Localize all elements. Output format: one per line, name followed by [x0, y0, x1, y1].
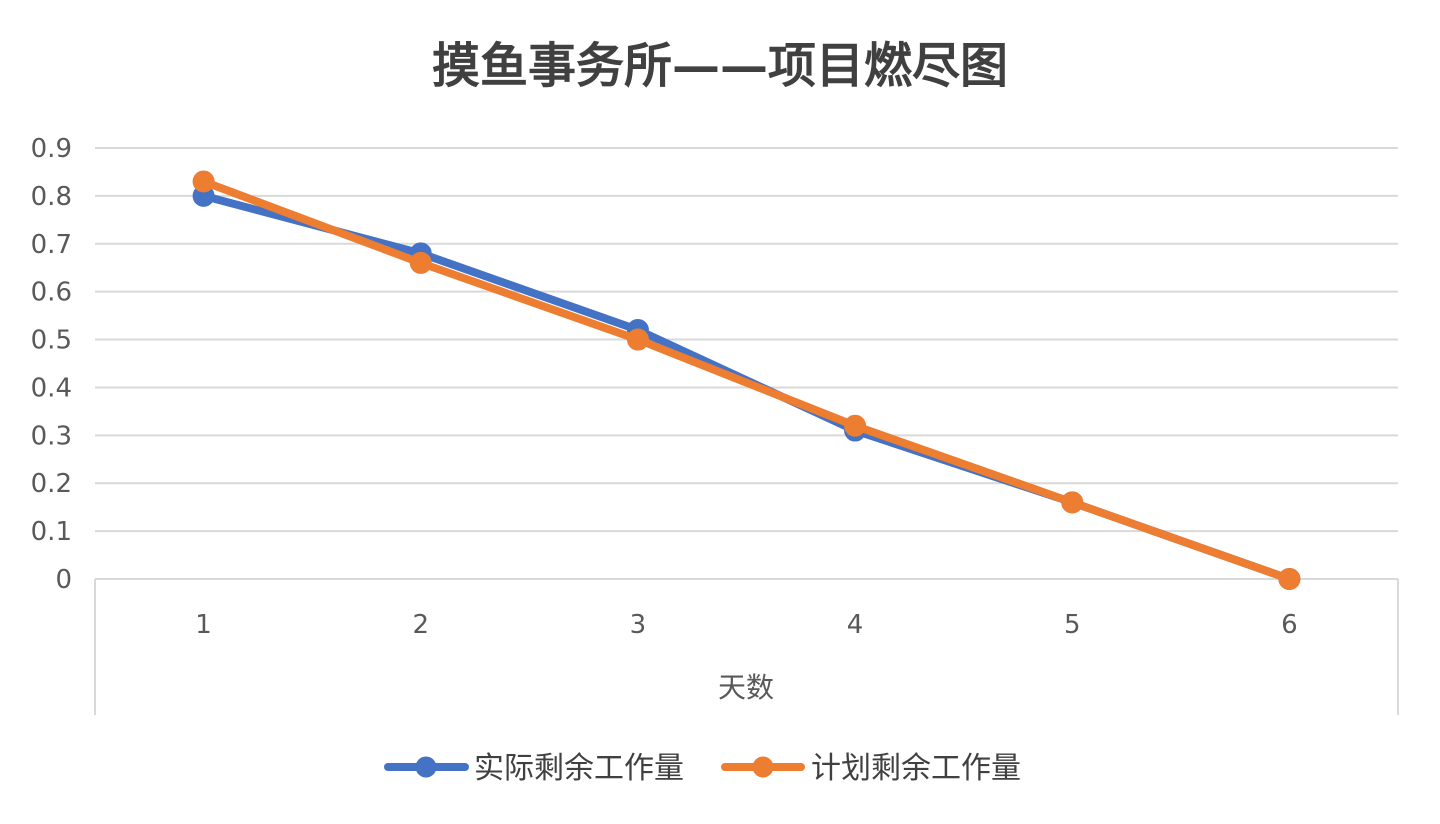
legend: 实际剩余工作量 计划剩余工作量	[384, 751, 1021, 786]
axes	[94, 578, 1399, 715]
x-axis-ticks: 1 2 3 4 5 6	[195, 610, 1297, 640]
legend-swatch-marker	[415, 756, 437, 778]
legend-label: 实际剩余工作量	[474, 751, 684, 786]
series-2	[192, 170, 1301, 590]
series-line	[199, 177, 1294, 583]
x-tick-label: 4	[847, 610, 864, 640]
y-tick-label: 0.3	[31, 421, 72, 451]
data-point	[1278, 568, 1301, 590]
x-tick-label: 5	[1064, 610, 1081, 640]
legend-item: 计划剩余工作量	[721, 751, 1021, 786]
y-axis-ticks: 0 0.1 0.2 0.3 0.4 0.5 0.6 0.7 0.8 0.9	[31, 134, 72, 595]
data-point	[409, 251, 432, 274]
y-tick-label: 0.1	[31, 517, 72, 547]
x-axis-title: 天数	[718, 671, 774, 704]
legend-item: 实际剩余工作量	[384, 751, 684, 786]
x-tick-label: 1	[195, 610, 212, 640]
y-tick-label: 0.9	[31, 134, 72, 164]
series	[192, 170, 1301, 590]
y-tick-label: 0.2	[31, 469, 72, 499]
y-tick-label: 0.8	[31, 182, 72, 212]
gridlines	[95, 147, 1398, 533]
y-tick-label: 0	[55, 565, 72, 595]
x-tick-label: 2	[412, 610, 429, 640]
data-point	[192, 170, 215, 193]
data-point	[844, 414, 867, 437]
y-tick-label: 0.6	[31, 278, 72, 308]
y-tick-label: 0.4	[31, 373, 72, 403]
x-tick-label: 3	[630, 610, 647, 640]
x-tick-label: 6	[1281, 610, 1298, 640]
chart-title: 摸鱼事务所——项目燃尽图	[432, 38, 1008, 94]
y-tick-label: 0.5	[31, 326, 72, 356]
y-tick-label: 0.7	[31, 230, 72, 260]
data-point	[626, 328, 649, 351]
legend-swatch-marker	[752, 756, 774, 778]
data-point	[1061, 491, 1084, 514]
legend-label: 计划剩余工作量	[811, 751, 1021, 786]
